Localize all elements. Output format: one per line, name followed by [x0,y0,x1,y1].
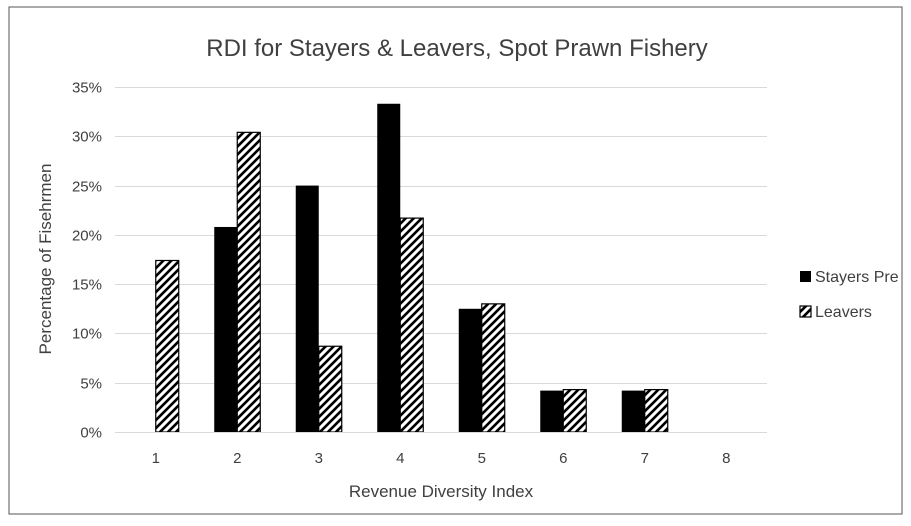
chart-border [8,6,903,515]
x-axis-label: Revenue Diversity Index [349,482,534,501]
y-tick-label: 0% [80,425,102,442]
bar-stayers-pre [621,390,645,432]
y-tick-label: 15% [72,277,102,294]
legend-swatch-stayers-pre [800,271,811,282]
legend-swatch-leavers [799,305,812,318]
bar-leavers [318,345,343,433]
y-tick-label: 10% [72,326,102,343]
y-axis-ticks: 0% 5% 10% 15% 20% 25% 30% 35% [72,80,102,442]
x-tick-label: 3 [315,450,323,467]
bar-stayers-pre [377,103,401,432]
x-tick-label: 8 [722,450,730,467]
y-tick-label: 20% [72,228,102,245]
y-tick-label: 25% [72,179,102,196]
bar-leavers [399,217,424,433]
bar-stayers-pre [214,226,238,432]
y-axis-label: Percentage of Fisehrmen [36,164,55,355]
x-axis-ticks: 1 2 3 4 5 6 7 8 [152,450,731,467]
x-tick-label: 5 [478,450,486,467]
bar-leavers [236,131,261,433]
bar-leavers [481,303,506,433]
legend-label-stayers-pre: Stayers Pre [815,269,899,286]
bar-stayers-pre [458,308,482,432]
bar-leavers [155,259,180,433]
x-tick-label: 4 [396,450,404,467]
bar-leavers [644,389,669,433]
bar-stayers-pre [295,185,319,432]
y-tick-label: 35% [72,80,102,97]
bars [155,103,669,433]
x-tick-label: 7 [641,450,649,467]
x-tick-label: 1 [152,450,160,467]
y-tick-label: 5% [80,376,102,393]
y-tick-label: 30% [72,129,102,146]
chart-title: RDI for Stayers & Leavers, Spot Prawn Fi… [206,35,708,62]
legend: Stayers Pre Leavers [799,269,899,321]
bar-stayers-pre [540,390,564,432]
x-tick-label: 2 [233,450,241,467]
bar-leavers [562,389,587,433]
legend-label-leavers: Leavers [815,304,872,321]
x-tick-label: 6 [559,450,567,467]
